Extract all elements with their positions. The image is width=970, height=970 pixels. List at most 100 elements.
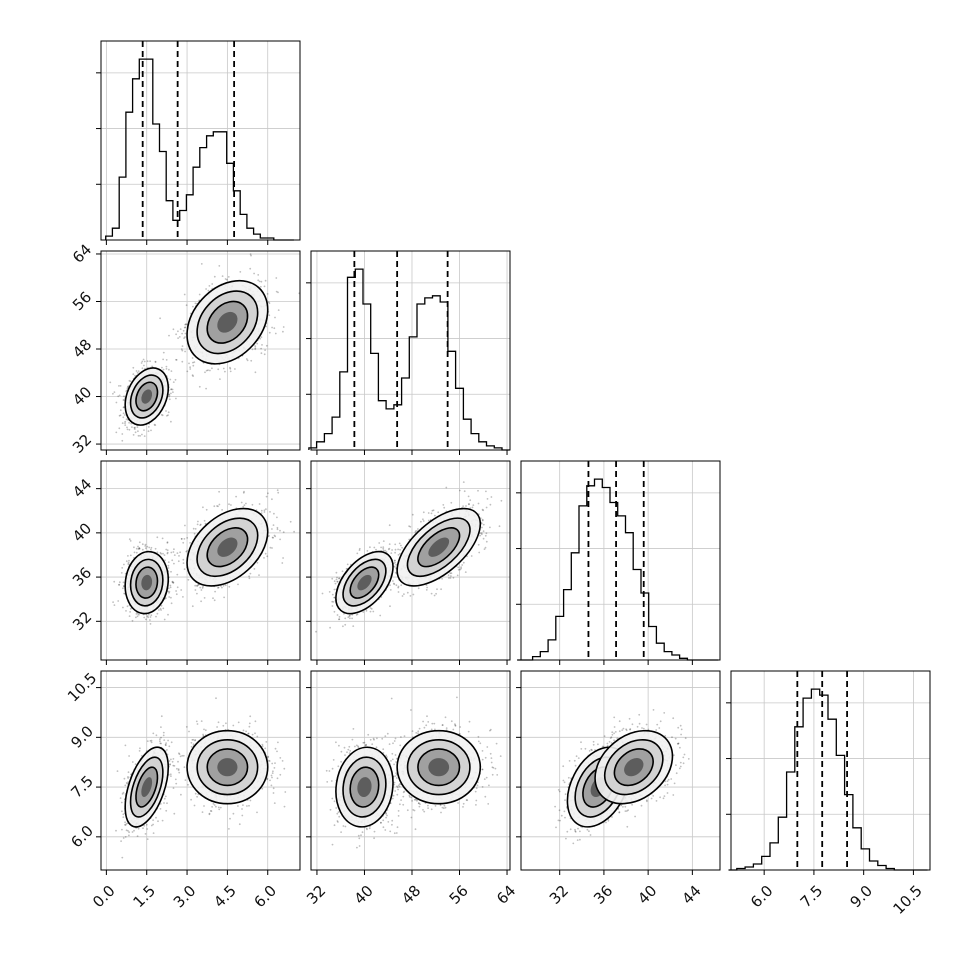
sample-point — [191, 605, 194, 608]
sample-point — [243, 490, 245, 493]
sample-point — [121, 439, 124, 442]
sample-point — [229, 366, 231, 369]
sample-point — [192, 361, 194, 364]
sample-point — [242, 505, 245, 508]
sample-point — [202, 506, 204, 509]
sample-point — [133, 551, 136, 554]
sample-point — [175, 358, 177, 361]
sample-point — [128, 559, 130, 562]
sample-point — [207, 289, 210, 292]
sample-point — [118, 581, 121, 584]
sample-point — [271, 547, 273, 549]
sample-point — [171, 559, 174, 562]
sample-point — [181, 345, 184, 347]
sample-point — [257, 274, 260, 276]
sample-point — [161, 366, 163, 369]
sample-point — [189, 366, 192, 369]
sample-point — [166, 414, 168, 417]
sample-point — [218, 490, 221, 493]
sample-point — [263, 353, 266, 356]
sample-point — [183, 293, 186, 296]
sample-point — [379, 614, 382, 617]
sample-point — [118, 414, 121, 417]
sample-point — [199, 586, 202, 589]
sample-point — [151, 365, 154, 368]
sample-point — [167, 613, 169, 616]
sample-point — [121, 422, 124, 424]
sample-point — [127, 385, 129, 388]
sample-point — [159, 317, 162, 320]
sample-point — [224, 370, 226, 373]
sample-point — [162, 552, 164, 555]
sample-point — [154, 424, 157, 426]
sample-point — [390, 552, 393, 554]
sample-point — [489, 526, 491, 529]
sample-point — [482, 523, 485, 526]
sample-point — [117, 600, 120, 602]
sample-point — [162, 351, 165, 354]
sample-point — [394, 543, 397, 546]
sample-point — [137, 548, 140, 550]
sample-point — [479, 532, 482, 534]
sample-point — [213, 275, 216, 278]
sample-point — [123, 563, 125, 566]
sample-point — [248, 575, 251, 578]
sample-point — [426, 586, 428, 589]
sample-point — [175, 593, 178, 596]
sample-point — [437, 511, 440, 514]
sample-point — [168, 368, 170, 371]
sample-point — [144, 547, 147, 550]
sample-point — [263, 511, 266, 513]
sample-point — [186, 370, 189, 373]
sample-point — [183, 326, 186, 329]
sample-point — [281, 562, 284, 564]
sample-point — [435, 592, 437, 595]
sample-point — [123, 414, 126, 416]
sample-point — [168, 395, 171, 398]
sample-point — [486, 498, 489, 500]
sample-point — [485, 540, 488, 543]
sample-point — [132, 366, 135, 369]
sample-point — [122, 587, 124, 590]
sample-point — [211, 283, 214, 285]
sample-point — [273, 327, 276, 330]
sample-point — [263, 557, 265, 559]
sample-point — [369, 610, 372, 613]
panel-0-1 — [96, 250, 301, 455]
sample-point — [161, 537, 164, 540]
sample-point — [125, 610, 127, 612]
sample-point — [271, 498, 273, 501]
sample-point — [251, 503, 254, 506]
sample-point — [217, 368, 220, 371]
sample-point — [178, 336, 181, 338]
sample-point — [191, 374, 194, 377]
sample-point — [213, 599, 216, 602]
sample-point — [122, 581, 125, 584]
sample-point — [249, 267, 252, 270]
sample-point — [162, 607, 165, 610]
sample-point — [397, 554, 400, 556]
sample-point — [271, 528, 273, 530]
sample-point — [333, 580, 336, 583]
sample-point — [338, 618, 341, 620]
sample-point — [237, 583, 239, 586]
sample-point — [119, 385, 122, 387]
sample-point — [234, 368, 236, 370]
sample-point — [338, 577, 340, 580]
sample-point — [248, 577, 251, 580]
sample-point — [167, 411, 170, 414]
sample-point — [171, 581, 174, 583]
sample-point — [184, 524, 186, 527]
sample-point — [136, 371, 139, 374]
sample-point — [160, 604, 163, 607]
sample-point — [268, 331, 271, 334]
sample-point — [126, 426, 128, 429]
sample-point — [200, 263, 203, 265]
sample-point — [263, 285, 266, 288]
sample-point — [170, 602, 173, 605]
panel-frame — [100, 40, 301, 241]
sample-point — [391, 549, 393, 551]
sample-point — [162, 358, 165, 361]
sample-point — [183, 538, 186, 540]
